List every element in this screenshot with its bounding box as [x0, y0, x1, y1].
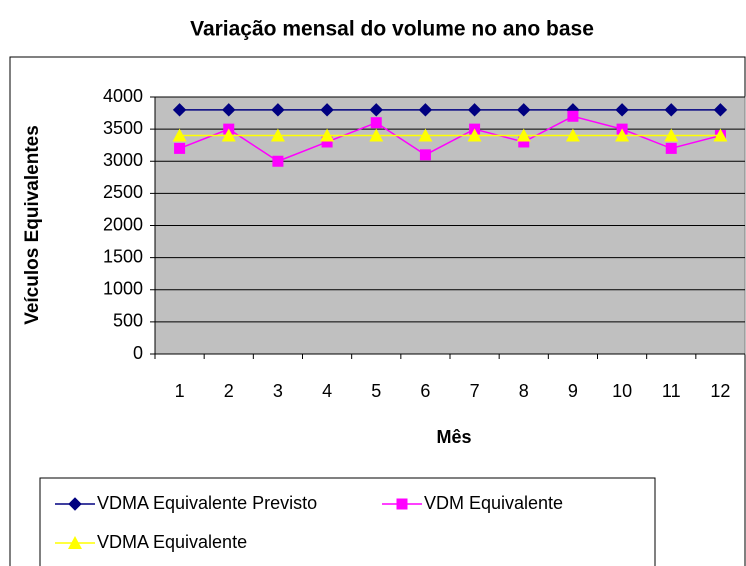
y-tick-label: 1500 — [103, 246, 143, 266]
y-tick-label: 4000 — [103, 86, 143, 106]
y-tick-label: 2000 — [103, 214, 143, 234]
data-point — [370, 117, 382, 129]
data-point — [369, 103, 383, 117]
data-point — [467, 103, 482, 117]
data-point — [615, 128, 630, 142]
data-point — [271, 103, 285, 117]
data-point — [320, 128, 335, 142]
x-tick-label: 8 — [519, 381, 529, 401]
data-point — [369, 128, 384, 142]
data-point — [419, 149, 431, 161]
chart-title: Variação mensal do volume no ano base — [190, 18, 594, 41]
data-point — [172, 128, 187, 142]
x-tick-label: 2 — [224, 381, 234, 401]
x-tick-label: 12 — [710, 381, 730, 401]
data-point — [516, 128, 531, 142]
legend-box — [39, 477, 656, 566]
data-point — [615, 103, 629, 117]
data-point — [664, 128, 679, 142]
data-point — [222, 103, 236, 117]
y-tick-label: 3500 — [103, 118, 143, 138]
x-tick-label: 1 — [175, 381, 185, 401]
data-point — [221, 128, 236, 142]
data-point — [665, 142, 677, 154]
legend-label: VDM Equivalente — [424, 493, 563, 513]
x-tick-label: 4 — [322, 381, 332, 401]
data-point — [565, 128, 580, 142]
y-axis-label: Veículos Equivalentes — [22, 125, 43, 325]
x-tick-label: 7 — [470, 381, 480, 401]
data-point — [567, 110, 579, 122]
data-point — [467, 128, 482, 142]
data-point — [272, 155, 284, 167]
x-tick-label: 11 — [662, 381, 681, 401]
x-tick-label: 10 — [612, 381, 632, 401]
legend-marker — [68, 497, 82, 511]
x-tick-label: 5 — [371, 381, 381, 401]
data-point — [418, 128, 433, 142]
x-axis-label: Mês — [436, 427, 471, 447]
x-tick-label: 6 — [420, 381, 430, 401]
data-point — [713, 103, 728, 117]
y-tick-label: 2500 — [103, 182, 143, 202]
series-line — [179, 115, 721, 163]
x-tick-label: 9 — [568, 381, 578, 401]
legend-marker — [396, 498, 408, 510]
legend-label: VDMA Equivalente Previsto — [97, 493, 317, 513]
y-tick-label: 1000 — [103, 279, 143, 299]
data-point — [270, 128, 285, 142]
x-tick-label: 3 — [273, 381, 283, 401]
data-point — [713, 128, 728, 142]
y-tick-label: 500 — [113, 311, 143, 331]
data-point — [320, 103, 334, 117]
data-point — [664, 103, 678, 117]
data-point — [418, 103, 433, 117]
y-tick-label: 3000 — [103, 150, 143, 170]
legend-label: VDMA Equivalente — [97, 532, 247, 552]
y-tick-label: 0 — [133, 343, 143, 363]
legend-marker — [68, 536, 82, 549]
data-point — [517, 103, 531, 117]
data-point — [172, 103, 187, 117]
data-point — [174, 142, 186, 154]
